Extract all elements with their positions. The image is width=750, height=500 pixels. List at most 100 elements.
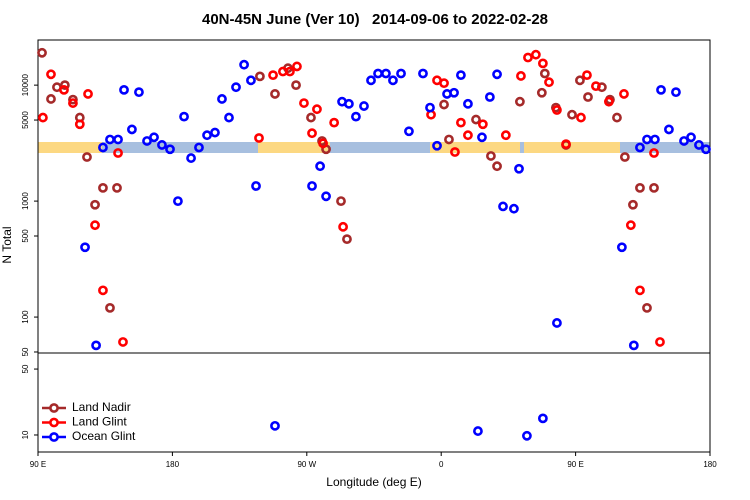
upper-frame bbox=[37, 39, 711, 354]
point bbox=[318, 138, 328, 149]
y-tick-label: 5000 bbox=[21, 111, 30, 129]
point bbox=[625, 220, 636, 231]
point bbox=[285, 66, 295, 77]
y-tick-label: 1000 bbox=[21, 192, 30, 210]
point bbox=[59, 80, 70, 91]
point bbox=[359, 101, 369, 111]
point bbox=[119, 84, 129, 95]
point bbox=[113, 148, 123, 158]
point bbox=[90, 220, 100, 231]
point bbox=[616, 242, 627, 253]
point bbox=[498, 201, 508, 212]
point bbox=[329, 117, 340, 128]
point bbox=[439, 99, 449, 110]
point bbox=[642, 302, 652, 313]
point bbox=[656, 84, 666, 95]
point bbox=[270, 420, 280, 431]
point bbox=[381, 68, 391, 79]
point bbox=[575, 75, 585, 86]
point bbox=[516, 71, 526, 81]
lower-frame bbox=[37, 352, 711, 453]
point bbox=[251, 181, 261, 191]
point bbox=[582, 70, 592, 81]
point bbox=[477, 132, 487, 143]
point bbox=[74, 119, 85, 130]
y-tick-label: 50 bbox=[21, 364, 30, 373]
point bbox=[484, 92, 495, 102]
point bbox=[217, 94, 227, 104]
point bbox=[254, 133, 264, 143]
band-yellow bbox=[38, 142, 102, 153]
point bbox=[456, 117, 466, 128]
x-tick-label: 90 E bbox=[30, 460, 46, 469]
point bbox=[456, 70, 466, 81]
point bbox=[179, 111, 189, 122]
point bbox=[202, 130, 212, 141]
point bbox=[450, 147, 460, 157]
point bbox=[149, 132, 159, 143]
point bbox=[404, 126, 414, 137]
point bbox=[315, 161, 325, 172]
point bbox=[509, 203, 519, 214]
point bbox=[539, 68, 550, 79]
point bbox=[127, 124, 137, 135]
point bbox=[338, 221, 348, 232]
point bbox=[366, 75, 376, 86]
point bbox=[514, 96, 525, 107]
point bbox=[118, 337, 128, 347]
point bbox=[388, 75, 398, 86]
point bbox=[576, 112, 586, 123]
point bbox=[679, 136, 689, 146]
point bbox=[536, 87, 547, 98]
point bbox=[68, 94, 78, 105]
point bbox=[486, 151, 496, 161]
point bbox=[134, 87, 144, 98]
point bbox=[492, 69, 502, 80]
point bbox=[537, 58, 548, 69]
point bbox=[194, 142, 204, 153]
legend-marker bbox=[49, 403, 59, 413]
x-tick-label: 180 bbox=[703, 460, 717, 469]
point bbox=[46, 69, 56, 80]
orbit-band bbox=[38, 142, 710, 153]
point bbox=[432, 140, 442, 151]
point bbox=[444, 134, 454, 145]
legend-marker bbox=[49, 432, 59, 442]
x-tick-label: 180 bbox=[166, 460, 180, 469]
x-axis-label: Longitude (deg E) bbox=[326, 475, 421, 489]
point bbox=[105, 302, 115, 313]
point bbox=[500, 130, 511, 141]
point bbox=[82, 152, 92, 162]
point bbox=[552, 318, 562, 328]
point bbox=[619, 152, 630, 162]
point bbox=[351, 111, 361, 122]
point bbox=[306, 112, 316, 123]
point bbox=[649, 182, 659, 193]
y-tick-label: 10000 bbox=[21, 73, 30, 96]
point bbox=[98, 142, 108, 153]
y-axis-label: N Total bbox=[0, 226, 14, 263]
point bbox=[113, 134, 123, 145]
point bbox=[173, 196, 183, 207]
point bbox=[635, 142, 645, 153]
x-tick-label: 90 W bbox=[297, 460, 316, 469]
point bbox=[649, 134, 660, 145]
point bbox=[425, 102, 435, 113]
point bbox=[671, 87, 681, 98]
point bbox=[522, 430, 532, 441]
y-tick-label: 50 bbox=[21, 347, 30, 356]
point bbox=[210, 127, 220, 138]
point bbox=[91, 340, 101, 351]
point bbox=[477, 119, 488, 130]
point bbox=[186, 153, 196, 163]
point bbox=[165, 144, 175, 155]
band-yellow bbox=[430, 142, 520, 153]
point bbox=[312, 104, 322, 115]
point bbox=[628, 340, 639, 351]
point bbox=[112, 182, 122, 193]
point bbox=[471, 114, 481, 125]
legend-marker bbox=[49, 417, 59, 428]
point bbox=[635, 182, 645, 193]
point bbox=[299, 98, 309, 108]
point bbox=[239, 59, 249, 70]
